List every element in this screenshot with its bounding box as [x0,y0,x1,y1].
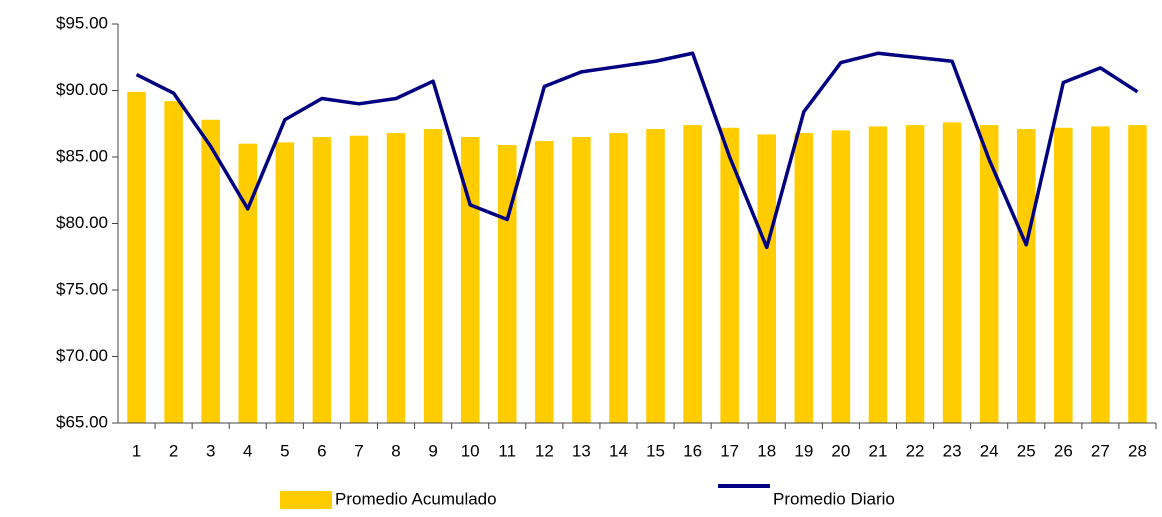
x-tick-label: 12 [535,441,554,460]
x-tick-label: 2 [169,441,178,460]
bar [1016,129,1036,423]
x-tick-label: 15 [646,441,665,460]
bar [535,141,554,424]
y-tick-label: $65.00 [56,412,108,431]
bar [868,126,888,423]
legend-label: Promedio Acumulado [335,489,497,508]
x-tick-label: 17 [720,441,739,460]
x-tick-label: 23 [943,441,962,460]
x-tick-label: 5 [280,441,289,460]
bar [720,127,739,424]
x-tick-label: 18 [757,441,776,460]
x-tick-label: 11 [498,441,516,460]
x-tick-label: 16 [683,441,702,460]
bar [201,119,220,423]
bar [1054,127,1073,424]
x-tick-label: 24 [980,441,999,460]
bar [423,129,443,423]
x-tick-label: 21 [869,441,888,460]
bar [683,125,702,423]
bar [609,133,628,423]
legend-swatch [280,491,332,509]
x-tick-label: 9 [428,441,437,460]
bar [164,101,183,423]
bar [349,135,369,423]
x-tick-label: 7 [354,441,363,460]
bar [757,134,777,423]
bar [1128,125,1147,423]
x-tick-label: 8 [391,441,400,460]
bar [979,125,999,423]
bar [572,137,591,424]
y-tick-label: $80.00 [56,213,108,232]
bar [312,137,332,424]
x-tick-label: 28 [1128,441,1147,460]
y-tick-label: $70.00 [56,346,108,365]
bar [127,91,146,423]
x-tick-label: 3 [206,441,215,460]
y-tick-label: $85.00 [56,146,108,165]
bar [831,130,851,423]
bar [646,129,665,423]
bar [238,143,258,423]
y-tick-label: $95.00 [56,13,108,32]
x-tick-label: 1 [132,441,141,460]
x-tick-label: 13 [572,441,591,460]
y-tick-label: $75.00 [56,279,108,298]
x-tick-label: 4 [243,441,252,460]
x-tick-label: 14 [609,441,628,460]
x-tick-label: 26 [1054,441,1073,460]
bar [794,133,814,423]
x-tick-label: 10 [461,441,480,460]
y-tick-label: $90.00 [56,80,108,99]
x-tick-label: 19 [794,441,813,460]
x-tick-label: 6 [317,441,326,460]
x-tick-label: 27 [1091,441,1110,460]
bar [275,142,295,423]
x-tick-label: 22 [906,441,925,460]
x-tick-label: 20 [831,441,850,460]
bar [386,133,406,423]
line [135,51,1139,250]
bar [1091,126,1110,423]
legend-label: Promedio Diario [773,489,895,508]
bar [497,145,517,423]
x-tick-label: 25 [1017,441,1036,460]
bar [942,122,962,424]
bar [905,125,925,423]
